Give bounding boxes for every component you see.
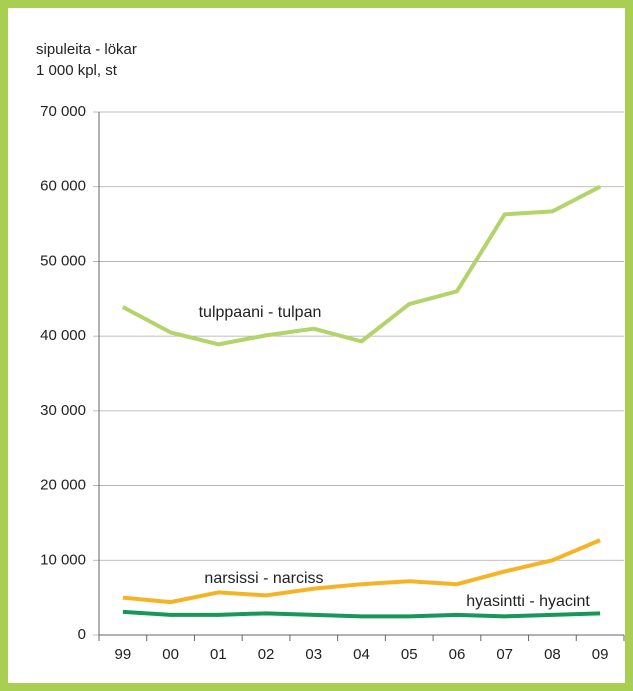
series-line xyxy=(121,184,602,347)
x-tick-label: 08 xyxy=(544,646,561,663)
series-line xyxy=(122,609,601,619)
y-tick-label: 0 xyxy=(78,626,86,643)
axis-title: 1 000 kpl, st xyxy=(36,62,118,79)
series-label: hyasintti - hyacint xyxy=(466,593,590,610)
x-tick-label: 01 xyxy=(210,646,227,663)
y-tick-label: 70 000 xyxy=(40,103,86,120)
y-tick-label: 50 000 xyxy=(40,252,86,269)
y-tick-label: 30 000 xyxy=(40,402,86,419)
axis-title: sipuleita - lökar xyxy=(36,41,137,58)
x-tick-label: 05 xyxy=(401,646,418,663)
y-tick-label: 60 000 xyxy=(40,178,86,195)
x-tick-label: 06 xyxy=(449,646,466,663)
x-tick-label: 99 xyxy=(115,646,132,663)
x-tick-label: 00 xyxy=(162,646,179,663)
y-tick-label: 40 000 xyxy=(40,327,86,344)
series-label: tulppaani - tulpan xyxy=(199,304,322,321)
series-line xyxy=(122,538,601,605)
series-label: narsissi - narciss xyxy=(204,570,323,587)
y-tick-label: 20 000 xyxy=(40,477,86,494)
x-tick-label: 04 xyxy=(353,646,370,663)
y-tick-label: 10 000 xyxy=(40,551,86,568)
x-tick-label: 02 xyxy=(258,646,275,663)
x-tick-label: 07 xyxy=(496,646,513,663)
x-tick-label: 09 xyxy=(592,646,609,663)
x-tick-label: 03 xyxy=(305,646,322,663)
